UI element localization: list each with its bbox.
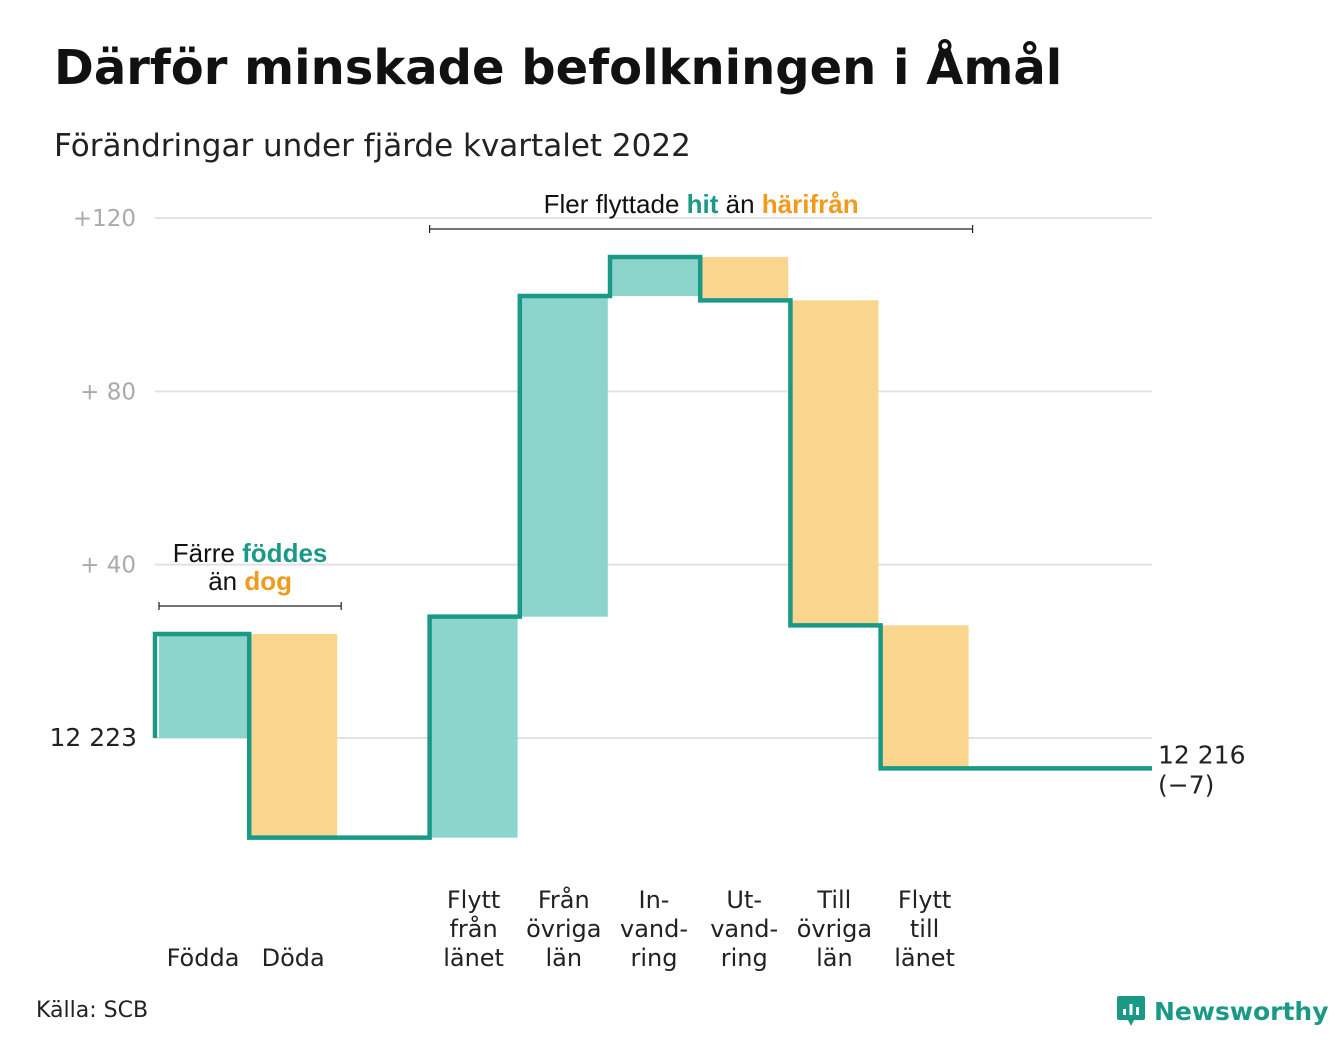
newsworthy-logo: Newsworthy — [1116, 994, 1329, 1028]
category-label: från — [449, 914, 497, 943]
annotation-segment: dog — [244, 566, 292, 596]
category-label: övriga — [797, 915, 872, 943]
annotation-segment: än — [208, 566, 244, 596]
y-tick-label: + 40 — [80, 553, 136, 579]
bar-out — [880, 625, 969, 769]
category-label: vand- — [710, 915, 778, 943]
bar-out — [249, 634, 338, 838]
bar-out — [790, 300, 879, 626]
annotation-segment: Fler flyttade — [544, 189, 687, 219]
bar-in — [429, 616, 518, 838]
category-label: Ut- — [726, 886, 762, 914]
category-label: Flytt — [447, 886, 501, 914]
category-label: länet — [894, 944, 955, 972]
category-label: ring — [631, 944, 678, 972]
category-label: län — [546, 944, 583, 972]
end-change-label: (−7) — [1158, 770, 1214, 799]
annotation-segment: föddes — [242, 538, 327, 568]
source-note: Källa: SCB — [36, 998, 149, 1023]
category-label: Till — [816, 886, 851, 914]
bar-in — [159, 634, 247, 738]
category-label: Flytt — [898, 886, 952, 914]
bar-out — [700, 257, 789, 301]
start-value-label: 12 223 — [50, 723, 137, 752]
category-label: In- — [639, 886, 670, 914]
bars — [159, 257, 969, 838]
running-total-line — [152, 254, 1152, 840]
category-label: Födda — [167, 944, 240, 972]
category-label: övriga — [526, 915, 601, 943]
annotation-segment: Färre — [173, 538, 242, 568]
category-label: vand- — [620, 915, 688, 943]
chart-bubble-icon — [1117, 996, 1145, 1026]
bar-in — [610, 257, 698, 296]
y-tick-label: + 80 — [80, 379, 136, 405]
annotation-segment: än — [718, 189, 761, 219]
annotation-segment: hit — [687, 189, 719, 219]
chart-title: Därför minskade befolkningen i Åmål — [54, 40, 1063, 96]
category-label: län — [816, 944, 853, 972]
category-label: Döda — [262, 944, 325, 972]
y-tick-label: +120 — [73, 206, 136, 232]
annotation-segment: härifrån — [762, 189, 859, 219]
annotation-text: Färre föddes — [173, 538, 328, 568]
bar-in — [519, 296, 608, 617]
annotation-text: än dog — [208, 566, 292, 596]
category-label: länet — [443, 944, 504, 972]
brand-name: Newsworthy — [1154, 996, 1329, 1026]
category-label: ring — [721, 944, 768, 972]
category-label: Från — [538, 885, 590, 914]
chart-subtitle: Förändringar under fjärde kvartalet 2022 — [54, 128, 691, 164]
category-label: till — [910, 915, 939, 943]
end-value-label: 12 216 — [1158, 740, 1245, 769]
annotation-text: Fler flyttade hit än härifrån — [544, 189, 859, 219]
running-total-line — [152, 254, 1152, 840]
